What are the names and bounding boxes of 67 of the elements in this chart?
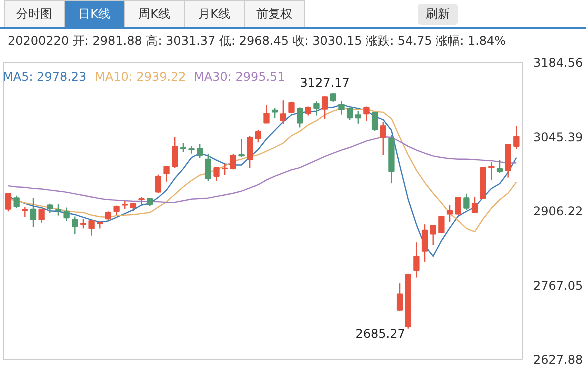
candlestick bbox=[255, 130, 262, 144]
candlestick bbox=[64, 207, 70, 222]
candlestick bbox=[380, 122, 386, 156]
candlestick bbox=[247, 136, 254, 169]
candlestick bbox=[47, 203, 54, 214]
candlestick bbox=[355, 110, 362, 124]
candlestick bbox=[322, 96, 328, 120]
candlestick bbox=[422, 224, 428, 263]
candlestick bbox=[446, 204, 454, 223]
candlestick bbox=[155, 174, 162, 194]
candlestick bbox=[396, 282, 404, 312]
text: 日K线 bbox=[64, 0, 125, 27]
candlestick bbox=[164, 166, 170, 183]
candlestick bbox=[172, 136, 178, 169]
candlestick bbox=[205, 154, 212, 182]
candlestick bbox=[88, 219, 95, 236]
text: 前复权 bbox=[244, 0, 305, 27]
candlestick bbox=[197, 144, 204, 160]
text: 周K线 bbox=[124, 0, 185, 27]
candlestick bbox=[80, 218, 87, 230]
y-tick-label: 3184.56 bbox=[534, 56, 584, 70]
y-tick-label: 3045.39 bbox=[534, 130, 584, 144]
candlestick bbox=[222, 164, 228, 176]
candlestick bbox=[288, 101, 295, 114]
candlestick bbox=[346, 107, 354, 121]
annotation: 3127.17 bbox=[300, 76, 350, 90]
candlestick bbox=[280, 100, 286, 124]
candlestick bbox=[438, 216, 445, 234]
candlestick bbox=[514, 126, 520, 150]
candlestick bbox=[314, 100, 320, 116]
candlestick bbox=[372, 112, 378, 132]
candlestick bbox=[38, 208, 45, 224]
text: 月K线 bbox=[184, 0, 245, 27]
text: 分时图 bbox=[4, 0, 65, 27]
candlestick bbox=[30, 198, 37, 228]
text: MA10: 2939.22 bbox=[95, 70, 186, 84]
text: 刷新 bbox=[418, 4, 458, 26]
candlestick bbox=[238, 138, 245, 158]
candlestick bbox=[455, 196, 462, 216]
candlestick bbox=[5, 192, 12, 212]
candlestick bbox=[114, 205, 120, 216]
candlestick bbox=[264, 104, 270, 124]
candlestick bbox=[496, 159, 504, 174]
candlestick bbox=[296, 107, 304, 128]
candlestick bbox=[464, 193, 470, 211]
candlestick bbox=[272, 108, 278, 119]
candlestick bbox=[14, 195, 20, 209]
candlestick bbox=[180, 142, 187, 153]
y-tick-label: 2906.22 bbox=[534, 204, 584, 218]
candlestick bbox=[22, 206, 28, 218]
candlestick bbox=[414, 242, 420, 278]
y-tick-label: 2627.88 bbox=[534, 353, 584, 367]
candlestick bbox=[72, 216, 78, 236]
text: MA5: 2978.23 bbox=[3, 70, 87, 84]
candlestick bbox=[472, 196, 478, 214]
candlestick bbox=[488, 162, 495, 181]
annotation: 2685.27 bbox=[356, 326, 406, 341]
candlestick bbox=[230, 154, 237, 170]
chart-subtitle: 20200220 开: 2981.88 高: 3031.37 低: 2968.45 收: 3030.15 涨跌: 54.75 涨幅: 1.84% bbox=[7, 33, 508, 50]
y-tick-label: 2767.05 bbox=[534, 278, 584, 293]
candlestick bbox=[430, 224, 436, 246]
text: MA30: 2995.51 bbox=[194, 70, 286, 84]
candlestick bbox=[338, 100, 345, 116]
candlestick bbox=[55, 204, 62, 216]
candlestick bbox=[364, 106, 370, 122]
candlestick bbox=[214, 167, 220, 182]
candlestick bbox=[188, 146, 195, 154]
